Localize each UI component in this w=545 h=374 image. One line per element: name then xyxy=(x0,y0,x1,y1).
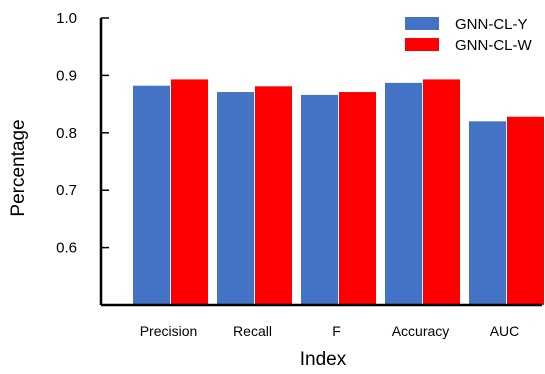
bar-accuracy-gnn-cl-w xyxy=(423,79,460,305)
x-tick-label: Recall xyxy=(233,323,272,339)
bars-group xyxy=(133,79,544,306)
legend-label: GNN-CL-Y xyxy=(455,16,528,33)
y-tick-label: 0.7 xyxy=(56,182,77,199)
bar-precision-gnn-cl-w xyxy=(171,79,208,305)
bar-accuracy-gnn-cl-y xyxy=(385,82,422,305)
y-axis-title: Percentage xyxy=(8,119,29,216)
y-ticks-group: 0.6 0.7 0.8 0.9 1.0 xyxy=(56,10,109,257)
legend-swatch xyxy=(405,17,439,30)
x-tick-label: AUC xyxy=(490,323,520,339)
x-tick-labels-group: Precision Recall F Accuracy AUC xyxy=(140,323,520,339)
bar-f-gnn-cl-w xyxy=(339,92,376,306)
x-tick-label: Precision xyxy=(140,323,198,339)
bar-recall-gnn-cl-y xyxy=(217,92,254,306)
x-tick-label: Accuracy xyxy=(392,323,450,339)
y-tick-label: 0.9 xyxy=(56,67,77,84)
x-axis-title: Index xyxy=(300,349,347,369)
legend-swatch xyxy=(405,38,439,51)
y-tick-label: 1.0 xyxy=(56,10,77,27)
y-tick-label: 0.6 xyxy=(56,240,77,257)
bar-auc-gnn-cl-w xyxy=(507,116,544,305)
bar-f-gnn-cl-y xyxy=(301,94,338,305)
legend-label: GNN-CL-W xyxy=(455,37,532,54)
legend: GNN-CL-Y GNN-CL-W xyxy=(405,16,532,54)
bar-auc-gnn-cl-y xyxy=(469,121,506,305)
x-tick-label: F xyxy=(332,323,341,339)
bar-recall-gnn-cl-w xyxy=(255,86,292,305)
bar-precision-gnn-cl-y xyxy=(133,85,170,306)
y-tick-label: 0.8 xyxy=(56,125,77,142)
